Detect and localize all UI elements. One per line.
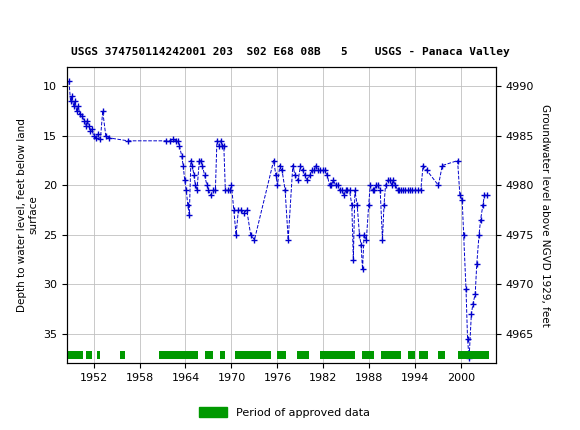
Text: USGS 374750114242001 203  S02 E68 08B   5    USGS - Panaca Valley: USGS 374750114242001 203 S02 E68 08B 5 U… — [71, 47, 509, 57]
Bar — [296, 351, 309, 359]
Bar — [320, 351, 355, 359]
Bar — [159, 351, 198, 359]
Bar — [86, 351, 92, 359]
Y-axis label: Groundwater level above NGVD 1929, feet: Groundwater level above NGVD 1929, feet — [539, 104, 550, 326]
Bar — [205, 351, 213, 359]
Y-axis label: Depth to water level, feet below land
surface: Depth to water level, feet below land su… — [17, 118, 39, 312]
Bar — [381, 351, 401, 359]
Text: ■: ■ — [1, 9, 22, 29]
Bar — [362, 351, 374, 359]
Text: USGS: USGS — [20, 10, 75, 28]
Bar — [408, 351, 415, 359]
Bar — [277, 351, 286, 359]
Bar — [438, 351, 445, 359]
Bar — [419, 351, 427, 359]
Bar — [220, 351, 224, 359]
Bar — [97, 351, 100, 359]
Bar — [235, 351, 271, 359]
Legend: Period of approved data: Period of approved data — [194, 403, 374, 422]
Bar — [458, 351, 489, 359]
Bar — [67, 351, 83, 359]
Bar — [3, 3, 35, 35]
Bar — [121, 351, 125, 359]
